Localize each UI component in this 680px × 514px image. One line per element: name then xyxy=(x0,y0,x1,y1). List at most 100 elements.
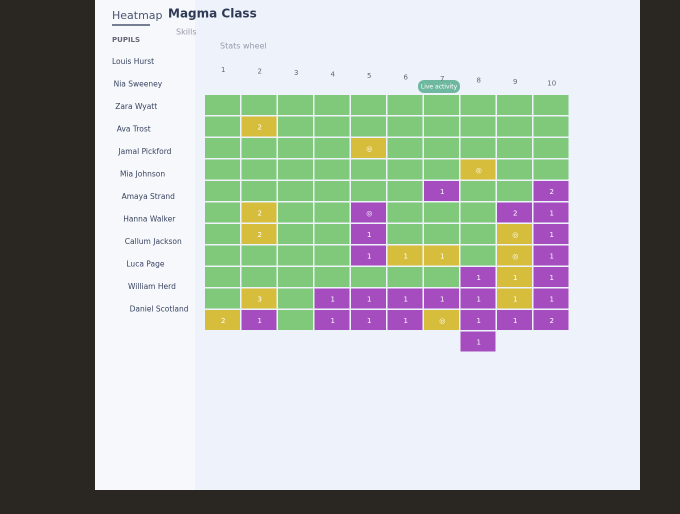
heatmap: 1 2 3 4 5 6 7 8 9 10 Louis Hurst Nia Sweeney Zara Wy… xyxy=(112,57,569,352)
heatmap-cell xyxy=(278,202,313,223)
heatmap-cell xyxy=(205,116,240,137)
cell-label: 1 xyxy=(513,317,517,325)
heatmap-cell xyxy=(533,181,569,201)
heatmap-cell xyxy=(497,95,532,115)
cell-label: 2 xyxy=(258,123,262,131)
cell-label: 1 xyxy=(404,317,408,325)
cell-label: 2 xyxy=(550,188,554,196)
heatmap-cell xyxy=(533,245,569,266)
heatmap-cell xyxy=(314,202,350,223)
heatmap-cell xyxy=(351,288,386,309)
heatmap-cell xyxy=(351,116,386,137)
heatmap-cell xyxy=(460,331,496,352)
pupil-name: Daniel Scotland xyxy=(130,305,189,314)
cell-label: 2 xyxy=(258,231,262,239)
cell-label: ◎ xyxy=(512,231,518,239)
heatmap-cell xyxy=(205,138,240,158)
cell-label: 1 xyxy=(367,252,371,260)
heatmap-cell xyxy=(424,310,459,330)
cell-label: 2 xyxy=(258,209,262,217)
heatmap-cell xyxy=(497,267,532,287)
heatmap-cell xyxy=(278,310,313,330)
pupil-name: Ava Trost xyxy=(117,125,151,134)
heatmap-cell xyxy=(351,138,386,158)
cell-label: 1 xyxy=(477,338,481,346)
heatmap-cell xyxy=(205,202,240,223)
heatmap-cell xyxy=(497,310,532,330)
column-header: 1 xyxy=(221,66,225,74)
column-header: 6 xyxy=(404,74,409,82)
cell-label: 1 xyxy=(550,295,554,303)
heatmap-cell xyxy=(460,245,496,266)
cell-label: ◎ xyxy=(366,145,372,153)
heatmap-cell xyxy=(241,202,277,223)
heatmap-cell xyxy=(205,159,240,180)
heatmap-cell xyxy=(387,245,423,266)
heatmap-cell xyxy=(497,245,532,266)
pupil-name: Zara Wyatt xyxy=(115,102,157,111)
cell-label: 1 xyxy=(367,295,371,303)
cell-label: 1 xyxy=(550,252,554,260)
heatmap-cell xyxy=(460,288,496,309)
sidebar xyxy=(95,0,195,490)
cell-label: 1 xyxy=(367,231,371,239)
cell-label: 1 xyxy=(440,188,444,196)
cell-label: 1 xyxy=(258,317,262,325)
class-title: Magma Class xyxy=(168,7,257,21)
heatmap-cell xyxy=(241,181,277,201)
pupil-name: Mia Johnson xyxy=(120,170,165,179)
heatmap-cell xyxy=(314,159,350,180)
heatmap-cell xyxy=(424,116,459,137)
heatmap-cell xyxy=(205,224,240,244)
heatmap-cell xyxy=(278,245,313,266)
live-button-label[interactable]: Live activity xyxy=(421,84,458,91)
cell-label: 1 xyxy=(513,295,517,303)
heatmap-cell xyxy=(241,116,277,137)
heatmap-cell xyxy=(241,138,277,158)
heatmap-cell xyxy=(460,138,496,158)
heatmap-cell xyxy=(424,288,459,309)
heatmap-cell xyxy=(497,116,532,137)
column-header: 8 xyxy=(477,77,481,85)
heatmap-cell xyxy=(533,288,569,309)
pupil-name: Louis Hurst xyxy=(112,57,154,66)
heatmap-cell xyxy=(351,181,386,201)
column-header: 3 xyxy=(294,69,298,77)
heatmap-cell xyxy=(241,245,277,266)
cell-label: 3 xyxy=(258,295,262,303)
heatmap-cell xyxy=(314,310,350,330)
heatmap-cell xyxy=(533,116,569,137)
live-button[interactable] xyxy=(418,80,460,93)
cell-label: 2 xyxy=(550,317,554,325)
heatmap-cell xyxy=(533,310,569,330)
heatmap-cell xyxy=(351,95,386,115)
cell-label: ◎ xyxy=(439,317,445,325)
heatmap-cell xyxy=(278,95,313,115)
heatmap-cell xyxy=(314,288,350,309)
heatmap-cell xyxy=(387,181,423,201)
cell-label: 1 xyxy=(550,231,554,239)
heatmap-cell xyxy=(533,138,569,158)
heatmap-cell xyxy=(387,116,423,137)
stats-tab[interactable]: Stats wheel xyxy=(220,42,267,51)
heatmap-cell xyxy=(351,159,386,180)
heatmap-cell xyxy=(497,138,532,158)
heatmap-cell xyxy=(241,95,277,115)
heatmap-cell xyxy=(351,202,386,223)
skills-tab[interactable]: Skills xyxy=(176,28,197,37)
heatmap-cell xyxy=(241,159,277,180)
column-header: 5 xyxy=(367,72,371,80)
column-header: 7 xyxy=(440,75,444,83)
heatmap-cell xyxy=(241,288,277,309)
heatmap-cell xyxy=(424,138,459,158)
heatmap-cell xyxy=(460,267,496,287)
cell-label: 2 xyxy=(513,209,517,217)
pupil-name: William Herd xyxy=(128,282,176,291)
cell-label: 1 xyxy=(477,274,481,282)
heatmap-cell xyxy=(424,159,459,180)
pupil-name: Amaya Strand xyxy=(122,192,176,201)
cell-label: ◎ xyxy=(366,209,372,217)
heatmap-tab[interactable]: Heatmap xyxy=(112,9,163,22)
heatmap-cell xyxy=(533,95,569,115)
